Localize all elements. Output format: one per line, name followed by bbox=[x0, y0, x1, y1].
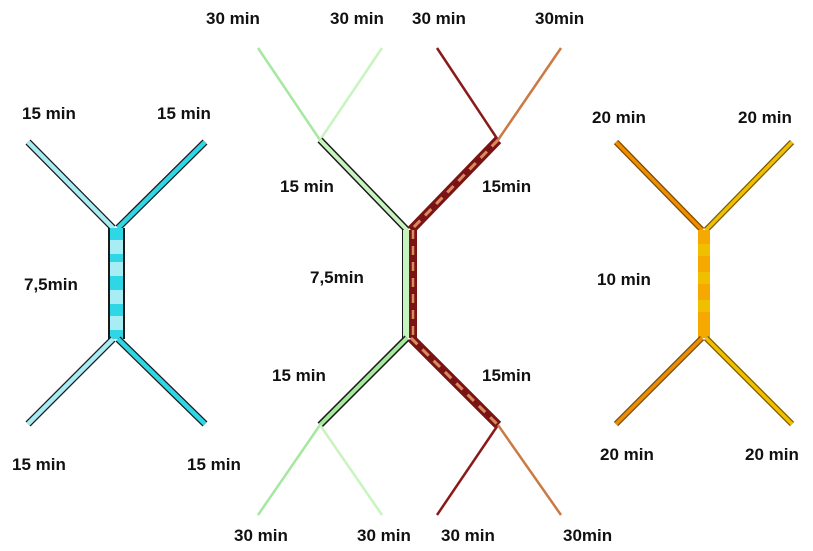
left-upper-right-arm bbox=[116, 140, 207, 230]
right-stem-highlight bbox=[698, 300, 710, 312]
left-stem-highlight bbox=[110, 290, 123, 304]
center-upper-right-arm-stripe bbox=[409, 138, 500, 232]
right-upper-right-arm bbox=[704, 140, 794, 232]
left-top-left-label: 15 min bbox=[22, 104, 76, 123]
left-stem bbox=[110, 228, 123, 339]
left-junction bbox=[25, 139, 208, 427]
right-top-right-label: 20 min bbox=[738, 108, 792, 127]
right-bottom-left-label: 20 min bbox=[600, 445, 654, 464]
center-top-mid-right-label: 30 min bbox=[412, 9, 466, 28]
center-middle-label: 7,5min bbox=[310, 268, 364, 287]
center-top-mid-right-branch bbox=[435, 47, 500, 141]
left-bottom-left-label: 15 min bbox=[12, 455, 66, 474]
center-lower-right-arm-stripe bbox=[409, 336, 500, 427]
center-upper-left-label: 15 min bbox=[280, 177, 334, 196]
left-bottom-right-label: 15 min bbox=[187, 455, 241, 474]
center-stem-green bbox=[403, 230, 409, 338]
center-lower-left-arm bbox=[318, 336, 409, 427]
left-lower-right-arm bbox=[116, 337, 207, 426]
left-stem-highlight bbox=[110, 262, 123, 276]
right-stem-highlight bbox=[698, 272, 710, 284]
center-bottom-far-left-branch bbox=[256, 424, 322, 516]
right-stem-highlight bbox=[698, 244, 710, 256]
center-upper-right-label: 15min bbox=[482, 177, 532, 196]
right-upper-left-arm bbox=[614, 140, 704, 232]
center-top-mid-left-label: 30 min bbox=[330, 9, 384, 28]
center-top-far-right-branch bbox=[496, 47, 563, 141]
center-top-far-left-branch bbox=[256, 47, 322, 141]
right-lower-right-arm bbox=[704, 336, 794, 426]
center-lower-left-label: 15 min bbox=[272, 366, 326, 385]
right-lower-left-arm bbox=[614, 336, 704, 426]
center-upper-left-arm bbox=[318, 138, 409, 232]
left-lower-left-arm bbox=[26, 337, 115, 426]
center-bottom-far-right-label: 30min bbox=[563, 526, 613, 545]
left-middle-label: 7,5min bbox=[24, 275, 78, 294]
center-bottom-far-left-label: 30 min bbox=[234, 526, 288, 545]
left-upper-left-arm bbox=[26, 140, 115, 230]
center-top-far-right-label: 30min bbox=[535, 9, 585, 28]
center-lower-right-label: 15min bbox=[482, 366, 532, 385]
left-stem-highlight bbox=[110, 316, 123, 330]
center-top-far-left-label: 30 min bbox=[206, 9, 260, 28]
right-junction bbox=[613, 139, 795, 427]
center-bottom-mid-right-label: 30 min bbox=[441, 526, 495, 545]
center-junction bbox=[256, 47, 563, 516]
right-bottom-right-label: 20 min bbox=[745, 445, 799, 464]
left-top-right-label: 15 min bbox=[157, 104, 211, 123]
left-stem-highlight bbox=[110, 240, 123, 254]
center-bottom-far-right-branch bbox=[496, 424, 563, 516]
center-bottom-mid-left-branch bbox=[318, 424, 384, 516]
right-middle-label: 10 min bbox=[597, 270, 651, 289]
right-top-left-label: 20 min bbox=[592, 108, 646, 127]
center-top-mid-left-branch bbox=[318, 47, 384, 141]
center-bottom-mid-left-label: 30 min bbox=[357, 526, 411, 545]
center-bottom-mid-right-branch bbox=[435, 424, 500, 516]
